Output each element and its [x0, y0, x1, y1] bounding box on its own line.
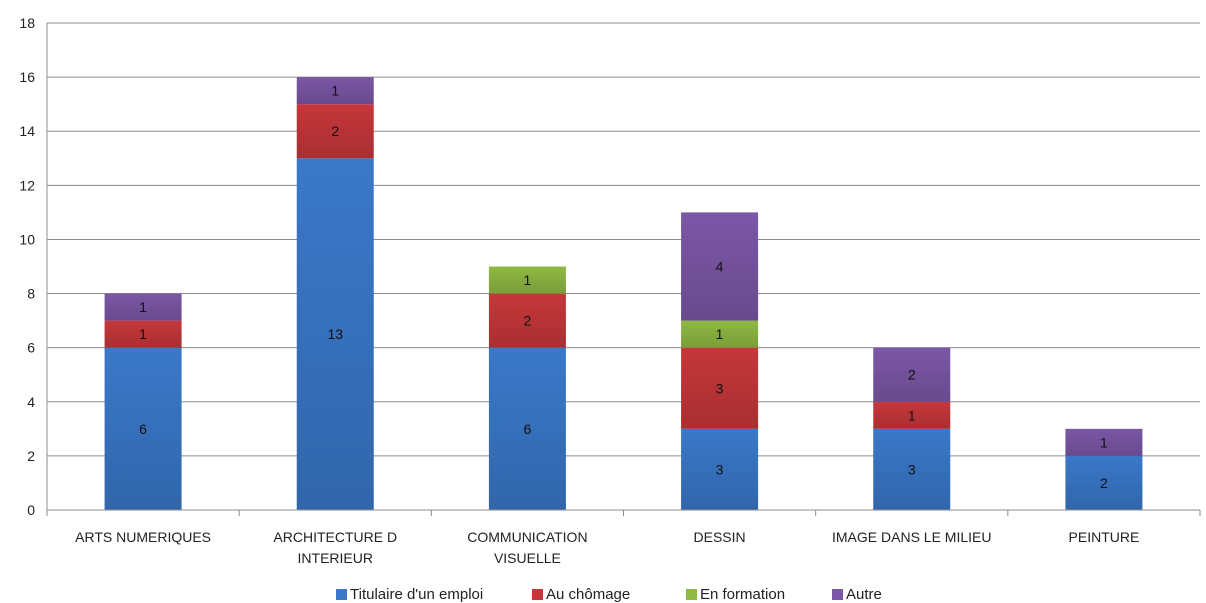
- bar-segment: [873, 347, 951, 402]
- y-tick-label: 12: [19, 177, 35, 193]
- x-category-label: ARTS NUMERIQUES: [75, 529, 211, 545]
- x-axis: ARTS NUMERIQUES ARCHITECTURE D INTERIEUR CO…: [46, 509, 1201, 566]
- bar-segment: [1065, 428, 1143, 456]
- data-label: 2: [908, 367, 916, 383]
- y-tick-label: 8: [27, 286, 35, 302]
- y-axis: 0 2 4 6 8 10 12 14 16 18: [19, 15, 48, 518]
- bar-segment: [681, 428, 759, 510]
- legend-label: Autre: [846, 586, 882, 603]
- bar-segment: [873, 428, 951, 510]
- data-label: 6: [139, 421, 147, 437]
- bar-segment: [296, 104, 374, 159]
- data-label: 1: [139, 299, 147, 315]
- bar-segment: [681, 347, 759, 429]
- bar-segment: [488, 293, 566, 348]
- y-tick-label: 16: [19, 69, 35, 85]
- data-label: 4: [716, 259, 724, 275]
- legend-swatch: [336, 589, 347, 600]
- y-tick-label: 14: [19, 123, 35, 139]
- legend-swatch: [832, 589, 843, 600]
- bar-segment: [681, 212, 759, 321]
- bar-segment: [488, 347, 566, 510]
- data-label: 1: [331, 83, 339, 99]
- y-tick-label: 4: [27, 394, 35, 410]
- data-label: 13: [327, 326, 343, 342]
- x-category-label: IMAGE DANS LE MILIEU: [832, 529, 991, 545]
- x-category-label: INTERIEUR: [298, 550, 373, 566]
- y-tick-label: 0: [27, 502, 35, 518]
- legend-label: En formation: [700, 586, 785, 603]
- bar-segment: [873, 401, 951, 429]
- bar-segment: [104, 293, 182, 321]
- x-category-label: VISUELLE: [494, 550, 561, 566]
- data-label: 2: [331, 123, 339, 139]
- y-tick-label: 10: [19, 231, 35, 247]
- data-label: 1: [908, 407, 916, 423]
- legend-swatch: [686, 589, 697, 600]
- x-category-label: DESSIN: [694, 529, 746, 545]
- y-tick-label: 18: [19, 15, 35, 31]
- data-label: 1: [524, 272, 532, 288]
- bar-segment: [296, 77, 374, 105]
- data-label: 2: [1100, 475, 1108, 491]
- x-category-label: ARCHITECTURE D: [273, 529, 397, 545]
- legend: Titulaire d'un emploi Au chômage En format…: [336, 586, 882, 603]
- data-label: 1: [1100, 434, 1108, 450]
- data-label: 3: [716, 461, 724, 477]
- data-label: 3: [716, 380, 724, 396]
- bar-segment: [104, 347, 182, 510]
- legend-swatch: [532, 589, 543, 600]
- gridlines: [47, 22, 1200, 511]
- data-label: 3: [908, 461, 916, 477]
- legend-label: Titulaire d'un emploi: [350, 586, 483, 603]
- bar-segment: [1065, 455, 1143, 510]
- data-label: 1: [716, 326, 724, 342]
- data-label: 6: [524, 421, 532, 437]
- x-category-label: PEINTURE: [1069, 529, 1140, 545]
- data-label: 1: [139, 326, 147, 342]
- y-tick-label: 2: [27, 448, 35, 464]
- y-tick-label: 6: [27, 340, 35, 356]
- data-label: 2: [524, 313, 532, 329]
- bar-segment: [104, 320, 182, 348]
- bar-segment: [488, 266, 566, 294]
- bar-segment: [681, 320, 759, 348]
- legend-label: Au chômage: [546, 586, 630, 603]
- bar-segment: [296, 158, 374, 510]
- x-category-label: COMMUNICATION: [467, 529, 587, 545]
